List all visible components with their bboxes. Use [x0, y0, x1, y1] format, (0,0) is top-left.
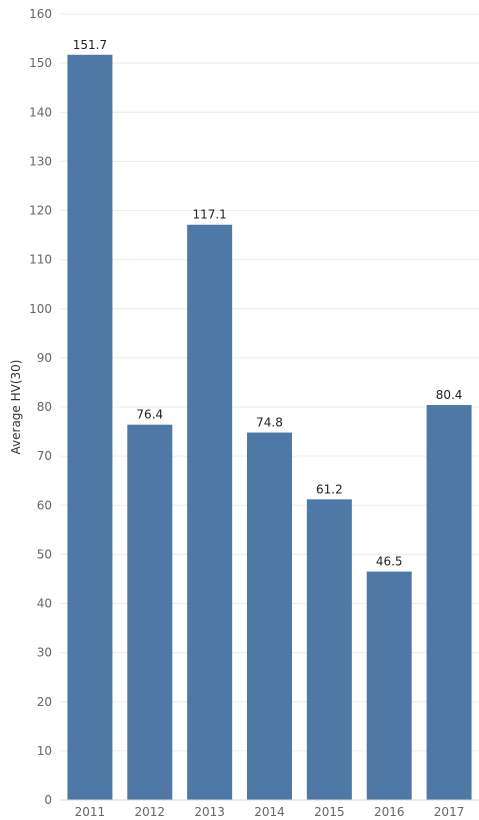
data-label-2013: 117.1: [192, 208, 226, 222]
y-tick-label: 50: [37, 547, 52, 561]
data-labels: 151.7 76.4 117.1 74.8 61.2 46.5 80.4: [73, 38, 463, 569]
y-tick-label: 160: [29, 7, 52, 21]
bar-2014: [247, 432, 292, 800]
y-tick-label: 100: [29, 302, 52, 316]
x-tick-label-2014: 2014: [254, 805, 285, 819]
bars: [67, 54, 472, 801]
bar-2017: [426, 405, 472, 800]
y-tick-label: 130: [29, 154, 52, 168]
data-label-2011: 151.7: [73, 38, 107, 52]
y-axis-title: Average HV(30): [9, 360, 23, 455]
y-tick-label: 10: [37, 744, 52, 758]
data-label-2014: 74.8: [256, 416, 283, 430]
y-tick-label: 110: [29, 253, 52, 267]
bar-2013: [187, 224, 233, 801]
x-tick-label-2015: 2015: [314, 805, 345, 819]
y-tick-label: 150: [29, 56, 52, 70]
x-tick-label-2012: 2012: [135, 805, 166, 819]
data-label-2015: 61.2: [316, 482, 343, 496]
x-tick-label-2011: 2011: [75, 805, 106, 819]
bar-2015: [306, 499, 352, 800]
y-tick-label: 40: [37, 597, 52, 611]
x-tick-label-2013: 2013: [194, 805, 225, 819]
y-tick-label: 140: [29, 105, 52, 119]
y-axis-ticks: 0 10 20 30 40 50 60 70 80 90 100 110 120 130 140 150 160: [29, 7, 52, 807]
y-tick-label: 120: [29, 204, 52, 218]
y-tick-label: 30: [37, 646, 52, 660]
bar-2011: [67, 54, 113, 801]
y-tick-label: 90: [37, 351, 52, 365]
data-label-2012: 76.4: [136, 408, 163, 422]
x-tick-label-2017: 2017: [434, 805, 465, 819]
data-label-2016: 46.5: [376, 555, 403, 569]
y-tick-label: 70: [37, 449, 52, 463]
y-tick-label: 0: [44, 793, 52, 807]
y-tick-label: 20: [37, 695, 52, 709]
x-tick-label-2016: 2016: [374, 805, 405, 819]
bar-2012: [127, 424, 173, 800]
y-tick-label: 80: [37, 400, 52, 414]
data-label-2017: 80.4: [436, 388, 463, 402]
x-axis-ticks: 2011 2012 2013 2014 2015 2016 2017: [75, 805, 465, 819]
bar-2016: [366, 571, 412, 800]
y-tick-label: 60: [37, 498, 52, 512]
